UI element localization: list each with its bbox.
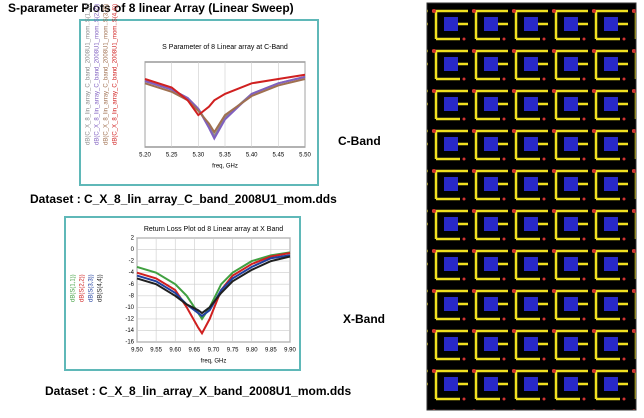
y-tick-label: -10 [125,305,134,311]
x-tick-label: 9.75 [227,348,239,354]
y-tick-label: -16 [125,340,134,346]
x-tick-label: 5.50 [299,153,311,159]
chart-title: Return Loss Plot od 8 Linear array at X … [144,226,283,233]
legend-entry: dB(S(4,4)) [98,274,104,302]
dataset-label: Dataset : C_X_8_lin_array_X_band_2008U1_… [45,384,351,398]
x-tick-label: 5.45 [272,153,284,159]
x-tick-label: 9.50 [131,348,143,354]
series-line [144,78,306,134]
legend-entry: dB(C_X_8_lin_array_C_band_2008U1_mom..S(… [104,4,110,145]
legend-entry: dB(C_X_8_lin_array_C_band_2008U1_mom..S(… [86,4,92,145]
x-tick-label: 9.85 [265,348,277,354]
legend-entry: dB(S(1,1)) [71,274,77,302]
x-tick-label: 9.60 [169,348,181,354]
y-tick-label: -14 [125,328,134,334]
x-axis-label: freq, GHz [201,359,227,365]
band-label: C-Band [338,134,381,148]
dataset-label: Dataset : C_X_8_lin_array_C_band_2008U1_… [30,192,337,206]
y-tick-label: -2 [129,259,135,265]
y-tick-label: 2 [131,236,135,242]
series-line [136,255,291,315]
x-tick-label: 5.35 [219,153,231,159]
x-tick-label: 9.55 [150,348,162,354]
x-tick-label: 5.25 [166,153,178,159]
series-line [136,254,291,318]
x-tick-label: 9.80 [246,348,258,354]
series-line [136,252,291,336]
y-tick-label: -6 [129,282,135,288]
x-tick-label: 9.65 [189,348,201,354]
legend-entry: dB(C_X_8_lin_array_C_band_2008U1_mom..S(… [95,4,101,145]
x-tick-label: 9.70 [208,348,220,354]
legend-entry: dB(C_X_8_lin_array_C_band_2008U1_mom..S(… [113,4,119,145]
slide-title: S-parameter Plots of 8 linear Array (Lin… [8,1,294,15]
y-tick-label: 0 [131,247,135,253]
x-tick-label: 5.30 [192,153,204,159]
legend-entry: dB(S(2,2)) [80,274,86,302]
x-tick-label: 9.90 [284,348,296,354]
x-tick-label: 5.40 [246,153,258,159]
y-tick-label: -12 [125,316,134,322]
x-axis-label: freq, GHz [212,164,238,170]
series-line [144,73,306,117]
chart-title: S Parameter of 8 Linear array at C-Band [162,44,288,51]
y-tick-label: -8 [129,293,135,299]
layout-image [426,2,637,411]
x-tick-label: 5.20 [139,153,151,159]
y-tick-label: -4 [129,270,135,276]
legend-entry: dB(S(3,3)) [89,274,95,302]
band-label: X-Band [343,312,385,326]
